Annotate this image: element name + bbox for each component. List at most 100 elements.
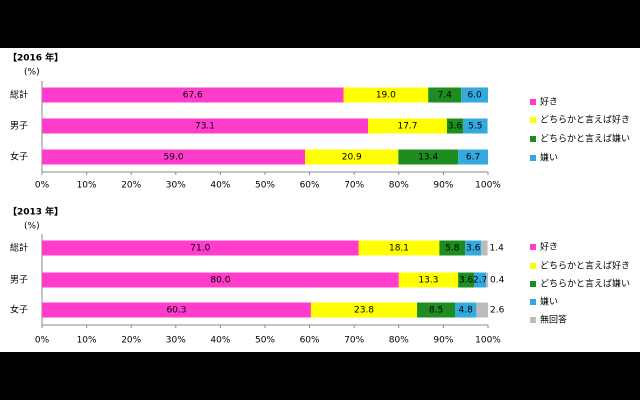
x-tick-label: 40% xyxy=(210,181,230,191)
value-label: 13.3 xyxy=(418,276,438,286)
x-tick-label: 80% xyxy=(389,336,409,346)
value-label: 4.8 xyxy=(459,306,474,316)
legend-swatch xyxy=(530,117,536,123)
x-tick-label: 50% xyxy=(255,181,275,191)
x-tick-label: 70% xyxy=(344,181,364,191)
value-label: 8.5 xyxy=(429,306,443,316)
bar-segment xyxy=(446,118,464,134)
value-label: 73.1 xyxy=(195,122,215,132)
category-label: 男子 xyxy=(10,275,28,286)
bar-segment xyxy=(465,240,482,256)
x-tick-label: 30% xyxy=(166,336,186,346)
bar-segment xyxy=(42,240,359,256)
value-label: 3.6 xyxy=(448,122,463,132)
bar-segment xyxy=(463,118,488,134)
legend-label: 好き xyxy=(540,96,558,108)
x-tick-label: 20% xyxy=(121,336,141,346)
legend-swatch xyxy=(530,299,536,305)
x-tick-label: 90% xyxy=(433,336,453,346)
unit-label: (%) xyxy=(24,222,40,232)
value-label: 3.6 xyxy=(466,244,481,254)
x-tick-label: 20% xyxy=(121,181,141,191)
legend-label: どちらかと言えば嫌い xyxy=(540,278,630,290)
value-label: 13.4 xyxy=(418,153,438,163)
bar-segment xyxy=(476,302,488,318)
bar-segment xyxy=(42,302,311,318)
value-label: 7.4 xyxy=(438,91,453,101)
x-tick-label: 100% xyxy=(475,336,501,346)
bar-segment xyxy=(439,240,466,256)
x-tick-label: 80% xyxy=(389,181,409,191)
x-tick-label: 10% xyxy=(77,336,97,346)
bar-segment xyxy=(310,302,418,318)
category-label: 総計 xyxy=(10,89,28,101)
value-label: 18.1 xyxy=(389,244,409,254)
x-tick-label: 10% xyxy=(77,181,97,191)
bar-segment xyxy=(458,149,488,165)
value-label: 2.6 xyxy=(490,306,505,316)
bar-segment xyxy=(428,87,462,103)
bar-segment xyxy=(343,87,429,103)
legend-label: 好き xyxy=(540,241,558,253)
legend-label: どちらかと言えば嫌い xyxy=(540,133,630,145)
legend-swatch xyxy=(530,99,536,105)
legend-label: 嫌い xyxy=(540,152,558,164)
legend-swatch xyxy=(530,136,536,142)
category-label: 男子 xyxy=(10,121,28,132)
legend-label: 無回答 xyxy=(540,314,567,326)
bar-segment xyxy=(42,87,344,103)
value-label: 80.0 xyxy=(210,276,230,286)
bar-segment xyxy=(417,302,455,318)
x-tick-label: 40% xyxy=(210,336,230,346)
legend-label: どちらかと言えば好き xyxy=(540,260,630,272)
chart-title: 【2016 年】 xyxy=(8,52,63,64)
bar-segment xyxy=(486,272,488,288)
x-tick-label: 30% xyxy=(166,181,186,191)
legend-swatch xyxy=(530,244,536,250)
value-label: 71.0 xyxy=(190,244,210,254)
value-label: 0.4 xyxy=(490,276,505,286)
bar-segment xyxy=(398,272,459,288)
bar-segment xyxy=(461,87,488,103)
value-label: 2.7 xyxy=(473,276,487,286)
value-label: 59.0 xyxy=(164,153,184,163)
x-tick-label: 0% xyxy=(35,181,50,191)
legend-swatch xyxy=(530,263,536,269)
value-label: 5.5 xyxy=(468,122,482,132)
value-label: 5.8 xyxy=(445,244,460,254)
bar-segment xyxy=(42,272,399,288)
x-tick-label: 60% xyxy=(300,336,320,346)
x-tick-label: 70% xyxy=(344,336,364,346)
bar-segment xyxy=(368,118,447,134)
value-label: 6.0 xyxy=(467,91,482,101)
x-tick-label: 90% xyxy=(433,181,453,191)
value-label: 6.7 xyxy=(466,153,480,163)
bar-segment xyxy=(358,240,440,256)
chart-title: 【2013 年】 xyxy=(8,206,63,218)
x-tick-label: 100% xyxy=(475,181,501,191)
value-label: 19.0 xyxy=(376,91,396,101)
bar-segment xyxy=(474,272,487,288)
legend-label: どちらかと言えば好き xyxy=(540,114,630,126)
bar-segment xyxy=(42,118,369,134)
value-label: 20.9 xyxy=(342,153,362,163)
value-label: 67.6 xyxy=(183,91,203,101)
legend-swatch xyxy=(530,281,536,287)
bar-segment xyxy=(398,149,459,165)
x-tick-label: 50% xyxy=(255,336,275,346)
bar-segment xyxy=(305,149,399,165)
legend-label: 嫌い xyxy=(540,296,558,308)
legend-swatch xyxy=(530,317,536,323)
category-label: 女子 xyxy=(10,304,28,316)
category-label: 総計 xyxy=(10,242,28,254)
unit-label: (%) xyxy=(24,68,40,78)
value-label: 23.8 xyxy=(354,306,374,316)
value-label: 17.7 xyxy=(397,122,417,132)
bar-segment xyxy=(458,272,475,288)
category-label: 女子 xyxy=(10,151,28,163)
x-tick-label: 0% xyxy=(35,336,50,346)
bar-segment xyxy=(454,302,477,318)
value-label: 60.3 xyxy=(166,306,186,316)
